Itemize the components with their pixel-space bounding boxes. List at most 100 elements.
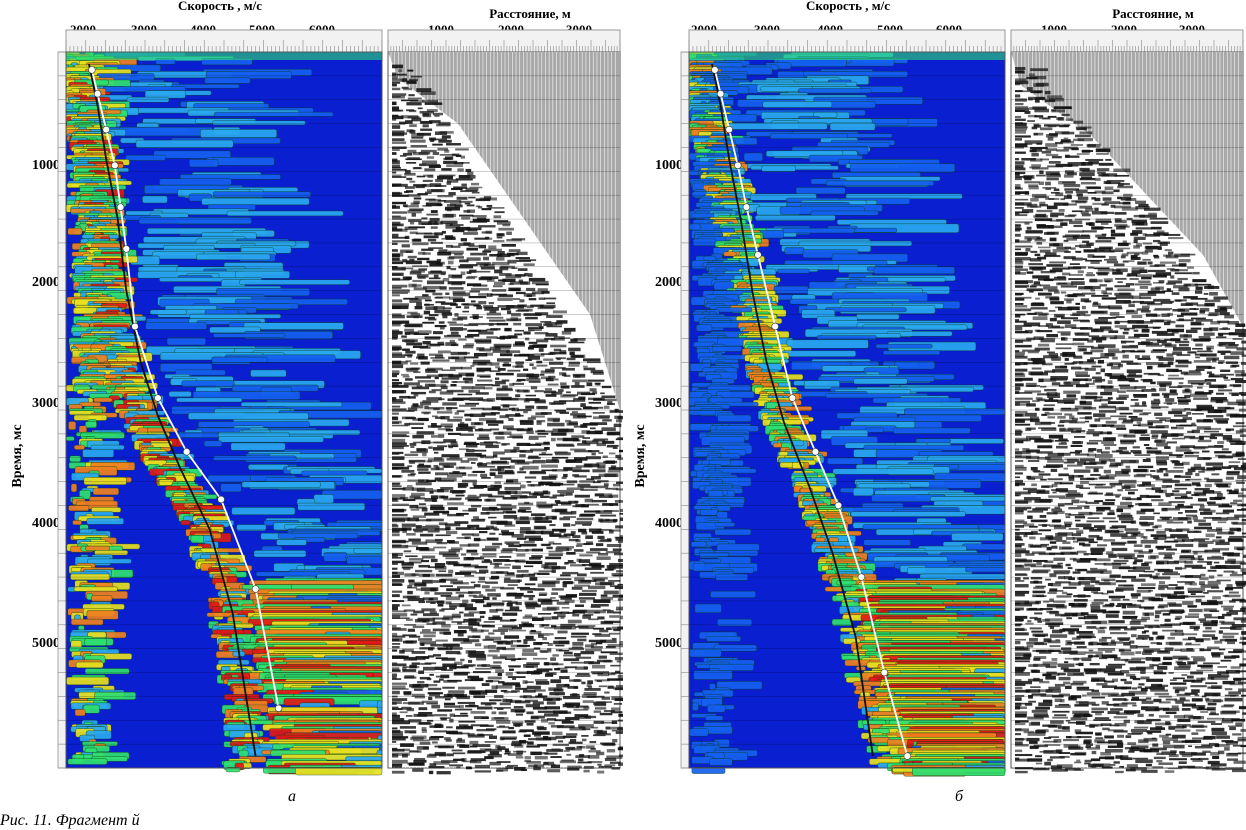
wiggle-mark xyxy=(522,574,535,577)
wiggle-mark xyxy=(535,588,545,590)
heatmap-cell xyxy=(71,619,103,625)
wiggle-mark xyxy=(490,328,500,330)
wiggle-mark xyxy=(481,759,486,761)
heatmap-cell xyxy=(276,540,306,546)
wiggle-mark xyxy=(492,289,506,292)
wiggle-mark xyxy=(458,483,468,487)
wiggle-mark xyxy=(392,385,409,388)
wiggle-mark xyxy=(525,681,534,683)
wiggle-mark xyxy=(450,367,462,370)
wiggle-mark xyxy=(447,266,451,269)
wiggle-mark xyxy=(492,543,502,545)
wiggle-mark xyxy=(465,679,482,681)
wiggle-mark xyxy=(402,669,416,672)
wiggle-mark xyxy=(506,511,516,513)
wiggle-mark xyxy=(437,601,445,604)
wiggle-mark xyxy=(516,756,523,758)
wiggle-mark xyxy=(487,654,497,656)
wiggle-mark xyxy=(411,392,426,394)
wiggle-mark xyxy=(455,148,469,150)
wiggle-mark xyxy=(493,451,505,454)
wiggle-mark xyxy=(441,272,446,275)
wiggle-mark xyxy=(437,445,447,447)
wiggle-mark xyxy=(475,668,492,670)
wiggle-mark xyxy=(504,449,516,453)
wiggle-mark xyxy=(560,395,575,398)
wiggle-mark xyxy=(611,767,619,770)
wiggle-mark xyxy=(456,592,473,594)
wiggle-mark xyxy=(509,666,521,668)
wiggle-mark xyxy=(575,495,590,498)
wiggle-mark xyxy=(392,375,397,377)
wiggle-mark xyxy=(493,629,508,631)
wiggle-mark xyxy=(527,305,534,308)
wiggle-mark xyxy=(410,222,414,225)
wiggle-mark xyxy=(616,607,623,609)
wiggle-mark xyxy=(485,445,499,448)
wiggle-mark xyxy=(516,380,521,382)
heatmap-cell xyxy=(146,323,207,330)
wiggle-mark xyxy=(472,192,480,194)
wiggle-mark xyxy=(479,611,485,614)
heatmap-cell xyxy=(254,550,306,557)
wiggle-mark xyxy=(449,764,463,766)
wiggle-mark xyxy=(476,341,491,344)
wiggle-mark xyxy=(572,587,583,590)
wiggle-mark xyxy=(477,374,491,376)
wiggle-mark xyxy=(574,426,588,428)
wiggle-mark xyxy=(512,678,516,680)
wiggle-mark xyxy=(459,612,463,614)
wiggle-mark xyxy=(615,657,623,660)
wiggle-mark xyxy=(425,369,435,371)
wiggle-mark xyxy=(448,322,457,324)
wiggle-mark xyxy=(559,676,570,679)
wiggle-mark xyxy=(489,323,494,326)
wiggle-mark xyxy=(569,421,578,424)
wiggle-mark xyxy=(392,572,404,575)
wiggle-mark xyxy=(392,431,409,433)
wiggle-mark xyxy=(505,574,516,576)
wiggle-mark xyxy=(392,638,402,642)
wiggle-mark xyxy=(592,500,607,502)
wiggle-mark xyxy=(516,521,530,525)
wiggle-mark xyxy=(499,273,511,276)
velocity-spectrum-b xyxy=(623,0,1246,790)
wiggle-mark xyxy=(582,694,597,698)
wiggle-mark xyxy=(418,276,426,278)
wiggle-mark xyxy=(600,520,617,523)
wiggle-mark xyxy=(445,293,449,295)
wiggle-mark xyxy=(546,315,562,318)
wiggle-mark xyxy=(578,762,592,764)
wiggle-mark xyxy=(506,641,511,644)
wiggle-mark xyxy=(450,304,458,306)
wiggle-mark xyxy=(428,647,433,650)
wiggle-mark xyxy=(569,742,583,744)
wiggle-mark xyxy=(528,457,541,459)
wiggle-mark xyxy=(497,233,505,236)
heatmap-cell xyxy=(248,464,288,469)
wiggle-mark xyxy=(514,491,522,494)
wiggle-mark xyxy=(577,443,590,446)
wiggle-mark xyxy=(554,689,564,692)
wiggle-mark xyxy=(536,737,552,740)
wiggle-mark xyxy=(454,715,468,717)
wiggle-mark xyxy=(609,530,614,534)
wiggle-mark xyxy=(409,423,424,425)
heatmap-cell xyxy=(204,441,222,447)
wiggle-mark xyxy=(425,199,435,201)
wiggle-mark xyxy=(495,745,500,749)
wiggle-mark xyxy=(598,540,611,542)
wiggle-mark xyxy=(392,172,396,174)
wiggle-mark xyxy=(496,257,504,261)
wiggle-mark xyxy=(402,531,407,533)
wiggle-mark xyxy=(392,202,406,204)
wiggle-mark xyxy=(464,613,474,616)
wiggle-mark xyxy=(392,110,403,112)
wiggle-mark xyxy=(408,598,425,601)
wiggle-mark xyxy=(536,502,546,504)
wiggle-mark xyxy=(578,758,583,761)
wiggle-mark xyxy=(560,616,564,619)
wiggle-mark xyxy=(392,591,402,593)
wiggle-mark xyxy=(403,499,416,501)
wiggle-mark xyxy=(435,566,446,570)
